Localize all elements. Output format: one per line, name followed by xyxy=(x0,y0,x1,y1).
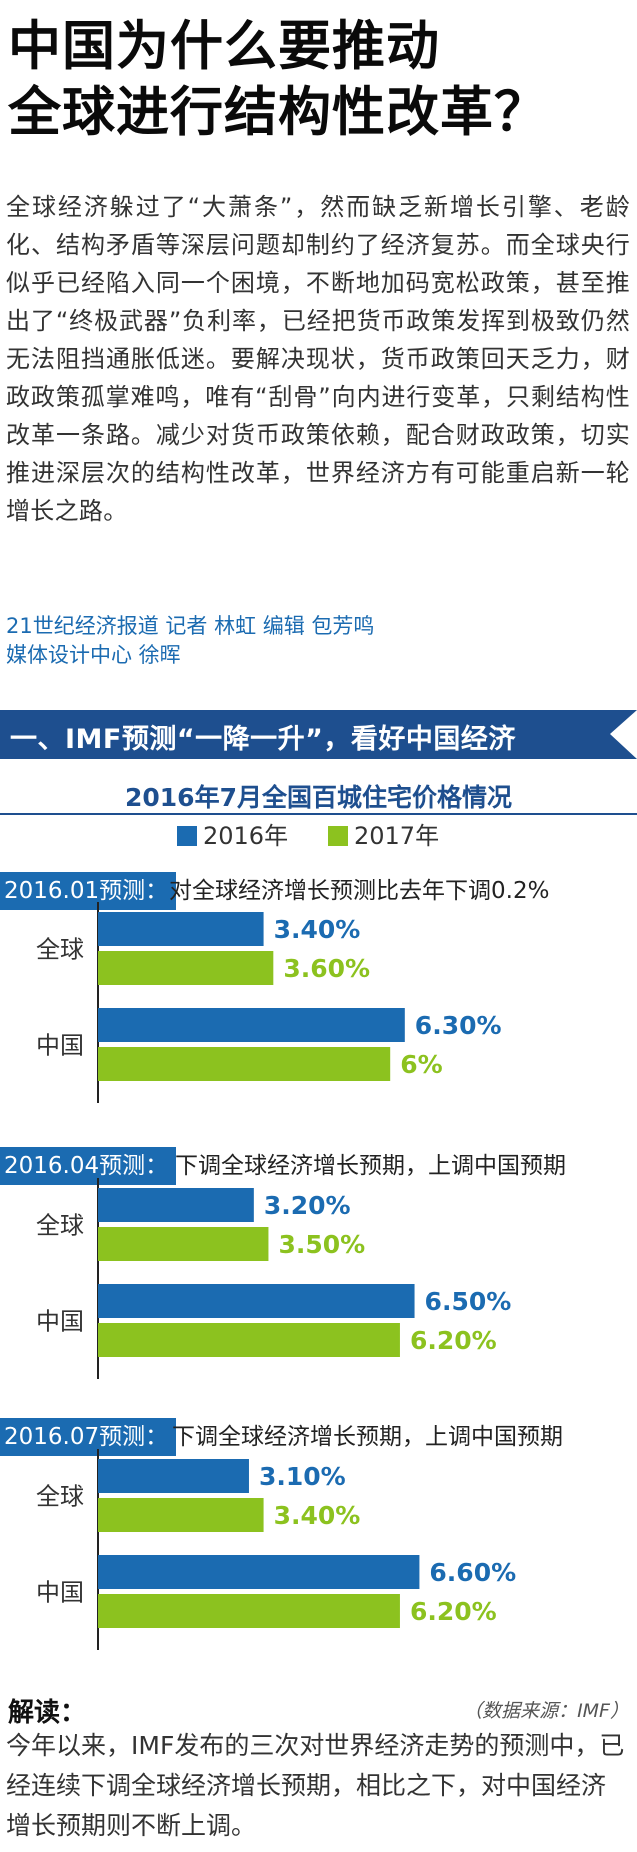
section-title: 一、IMF预测“一降一升”，看好中国经济 xyxy=(10,724,516,755)
panel-2-description: 下调全球经济增长预期，上调中国预期 xyxy=(175,1153,566,1179)
bar-2017 xyxy=(98,1047,391,1081)
legend-label-2016: 2016年 xyxy=(203,822,289,850)
value-label-2017: 3.40% xyxy=(274,1501,361,1530)
section-banner-shape xyxy=(0,710,637,759)
bar-2016 xyxy=(98,1459,249,1493)
data-source: （数据来源：IMF） xyxy=(463,1700,629,1722)
panel-3-tag: 2016.07预测： xyxy=(0,1418,177,1456)
credits-design: 媒体设计中心 徐晖 xyxy=(6,643,181,667)
value-label-2016: 6.30% xyxy=(415,1011,502,1040)
bar-2017 xyxy=(98,1323,400,1357)
legend-label-2017: 2017年 xyxy=(354,822,440,850)
value-label-2017: 3.60% xyxy=(283,954,370,983)
credits-reporters: 21世纪经济报道 记者 林虹 编辑 包芳鸣 xyxy=(6,614,375,638)
value-label-2016: 3.20% xyxy=(264,1191,351,1220)
bar-2016 xyxy=(98,1555,420,1589)
panel-1-category-label: 全球 xyxy=(36,936,84,964)
panel-1-description: 对全球经济增长预测比去年下调0.2% xyxy=(169,878,550,904)
bar-2016 xyxy=(98,1008,405,1042)
value-label-2016: 6.50% xyxy=(425,1287,512,1316)
panel-1-category-label: 中国 xyxy=(36,1032,84,1060)
value-label-2017: 3.50% xyxy=(278,1230,365,1259)
panel-3-category-label: 全球 xyxy=(36,1483,84,1511)
value-label-2016: 3.10% xyxy=(259,1462,346,1491)
credits: 21世纪经济报道 记者 林虹 编辑 包芳鸣 媒体设计中心 徐晖 xyxy=(6,612,626,670)
value-label-2017: 6.20% xyxy=(410,1326,497,1355)
value-label-2016: 3.40% xyxy=(274,915,361,944)
headline-line-1: 中国为什么要推动 xyxy=(8,16,440,77)
panel-2-category-label: 全球 xyxy=(36,1212,84,1240)
headline-line-2: 全球进行结构性改革？ xyxy=(8,82,548,143)
reading-label: 解读： xyxy=(8,1698,87,1728)
legend-swatch-2017 xyxy=(328,826,348,846)
reading-text: 今年以来，IMF发布的三次对世界经济走势的预测中，已经连续下调全球经济增长预期，… xyxy=(6,1731,625,1840)
panel-1-tag: 2016.01预测： xyxy=(0,872,177,910)
legend: 2016年 2017年 xyxy=(0,820,637,854)
panel-2-tag: 2016.04预测： xyxy=(0,1147,177,1185)
legend-swatch-2016 xyxy=(177,826,197,846)
bar-2017 xyxy=(98,951,274,985)
panel-2-category-label: 中国 xyxy=(36,1308,84,1336)
headline: 中国为什么要推动 全球进行结构性改革？ xyxy=(8,14,628,146)
bar-2016 xyxy=(98,1188,254,1222)
chart-title-rule xyxy=(0,813,637,815)
bar-2017 xyxy=(98,1594,400,1628)
intro-paragraph: 全球经济躲过了“大萧条”，然而缺乏新增长引擎、老龄化、结构矛盾等深层问题却制约了… xyxy=(6,193,630,525)
bar-2017 xyxy=(98,1227,269,1261)
bar-2016 xyxy=(98,1284,415,1318)
bar-2017 xyxy=(98,1498,264,1532)
panel-3-category-label: 中国 xyxy=(36,1579,84,1607)
value-label-2017: 6.20% xyxy=(410,1597,497,1626)
bar-2016 xyxy=(98,912,264,946)
panel-3-description: 下调全球经济增长预期，上调中国预期 xyxy=(172,1424,563,1450)
section-banner: 一、IMF预测“一降一升”，看好中国经济 xyxy=(0,710,637,759)
chart-title: 2016年7月全国百城住宅价格情况 xyxy=(125,783,512,812)
value-label-2016: 6.60% xyxy=(429,1558,516,1587)
value-label-2017: 6% xyxy=(400,1050,442,1079)
